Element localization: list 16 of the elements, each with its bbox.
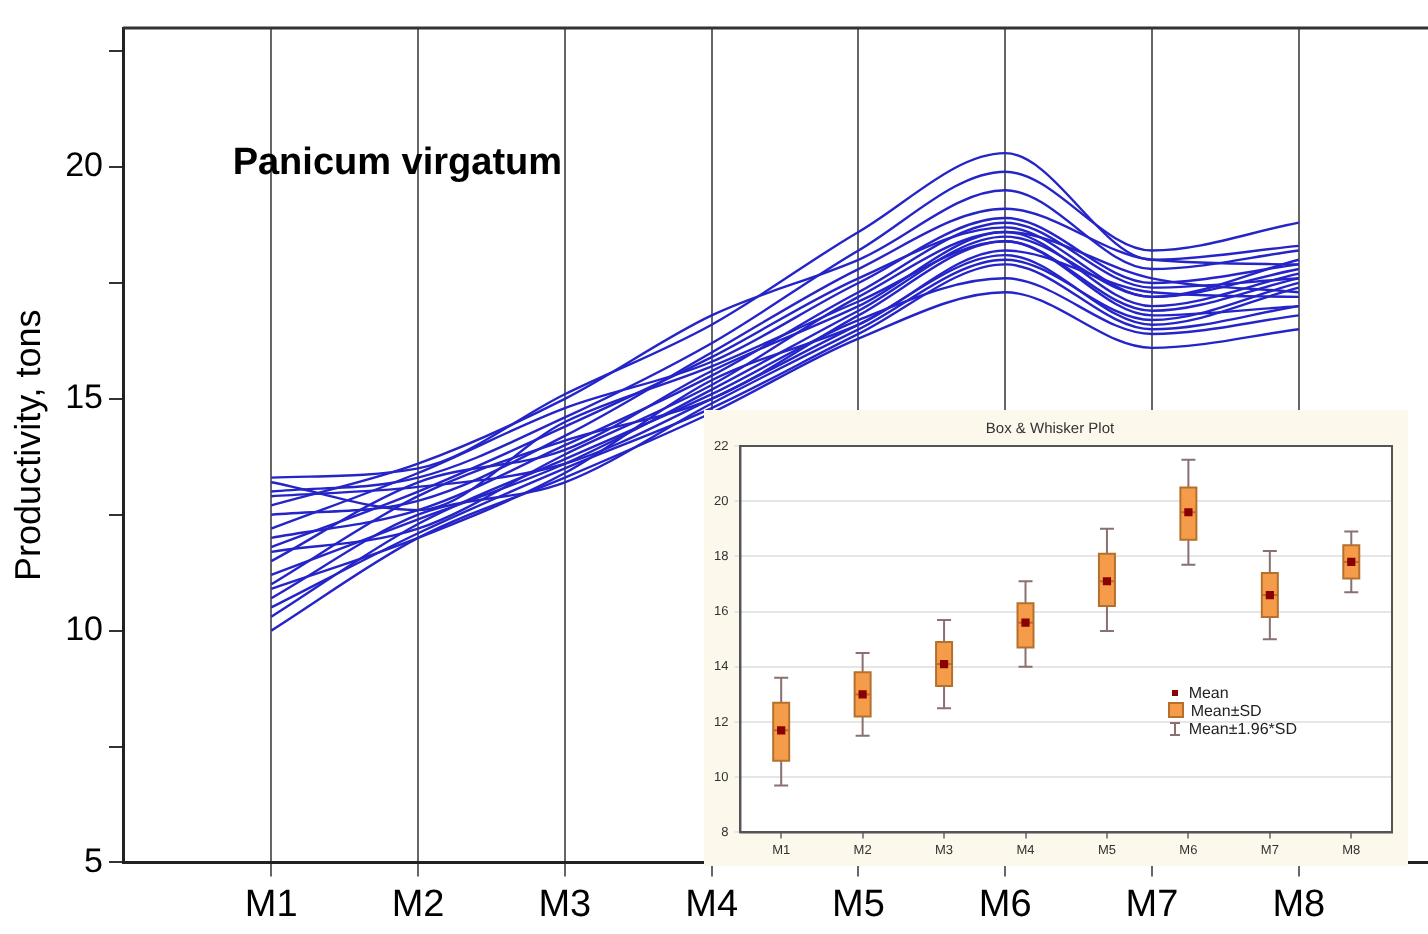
x-tick-label: M4 (685, 883, 739, 926)
x-tick-label: M5 (832, 883, 885, 926)
y-tick-label: 10 (65, 610, 104, 648)
x-tick-label: M2 (391, 883, 445, 926)
x-tick-label: M1 (244, 883, 298, 926)
x-tick-label: M8 (1272, 883, 1326, 926)
annotation: Mean±SD (1190, 701, 1262, 720)
y-tick-label: 5 (84, 841, 104, 880)
y-tick-label: 15 (65, 378, 104, 417)
y-tick-label: 20 (65, 146, 104, 185)
x-tick-label: M7 (1125, 883, 1179, 926)
y-axis-title: Productivity, tons (7, 309, 48, 581)
annotation: Mean±1.96*SD (1188, 719, 1298, 738)
x-tick-label: M6 (978, 883, 1032, 926)
annotation: Mean (1188, 683, 1229, 702)
x-tick-label: M3 (538, 883, 592, 926)
